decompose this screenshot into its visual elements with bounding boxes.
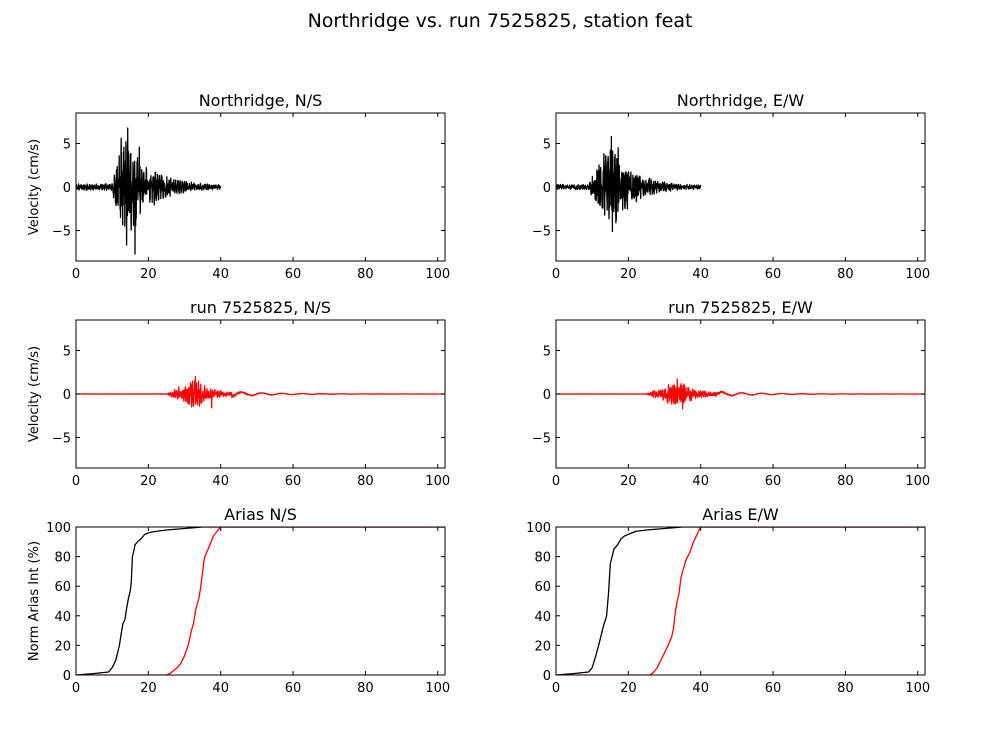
y-tick-label: 100 xyxy=(526,521,551,536)
series-line-1 xyxy=(556,135,702,233)
subplot-title: Arias E/W xyxy=(702,505,779,524)
series-line-1 xyxy=(556,527,925,675)
x-tick-label: 100 xyxy=(905,267,930,282)
x-tick-label: 20 xyxy=(620,267,637,282)
series-line-1 xyxy=(76,527,445,675)
x-tick-label: 100 xyxy=(905,474,930,489)
x-tick-label: 80 xyxy=(357,474,374,489)
x-tick-label: 80 xyxy=(837,474,854,489)
x-tick-label: 100 xyxy=(905,681,930,696)
y-tick-label: 80 xyxy=(534,551,551,566)
subplot-title: Arias N/S xyxy=(224,505,297,524)
y-tick-label: 40 xyxy=(54,610,71,625)
plot-area xyxy=(76,127,222,255)
y-tick-label: 60 xyxy=(54,580,71,595)
y-axis-label: Norm Arias Int (%) xyxy=(27,541,42,661)
y-tick-label: 5 xyxy=(63,137,71,152)
plot-area xyxy=(556,135,702,233)
y-axis-label: Velocity (cm/s) xyxy=(27,346,42,442)
y-tick-label: 0 xyxy=(543,669,551,684)
subplot-6: 0 20 40 60 80 100 0 20 40 60 80 100 Arias E/W xyxy=(526,505,930,696)
axes-frame xyxy=(75,526,446,676)
figure-title: Northridge vs. run 7525825, station feat xyxy=(307,10,693,32)
series-line-1 xyxy=(556,378,925,410)
x-tick-label: 60 xyxy=(765,267,782,282)
y-tick-label: 40 xyxy=(534,610,551,625)
x-tick-label: 0 xyxy=(552,681,560,696)
y-tick-label: 0 xyxy=(63,181,71,196)
y-tick-label: 5 xyxy=(63,344,71,359)
y-tick-label: 100 xyxy=(46,521,71,536)
x-tick-label: 40 xyxy=(692,681,709,696)
subplot-title: run 7525825, E/W xyxy=(668,298,813,317)
subplot-3: 0 20 40 60 80 100 −5 0 5 run 7525825, N/S Velocity… xyxy=(27,298,450,489)
x-tick-label: 20 xyxy=(620,474,637,489)
subplot-2: 0 20 40 60 80 100 −5 0 5 Northridge, E/W xyxy=(532,91,930,282)
plot-area xyxy=(556,527,925,675)
x-tick-label: 60 xyxy=(765,474,782,489)
x-tick-label: 20 xyxy=(620,681,637,696)
x-tick-label: 0 xyxy=(552,474,560,489)
x-tick-label: 40 xyxy=(692,474,709,489)
subplot-5: 0 20 40 60 80 100 0 20 40 60 80 100 Arias N/S Norm Ar… xyxy=(27,505,450,696)
x-tick-label: 60 xyxy=(765,681,782,696)
plot-area xyxy=(556,378,925,410)
subplot-title: Northridge, E/W xyxy=(677,91,805,110)
axes-frame xyxy=(555,526,926,676)
y-tick-label: −5 xyxy=(532,432,551,447)
y-tick-label: 0 xyxy=(63,388,71,403)
x-tick-label: 80 xyxy=(837,681,854,696)
x-tick-label: 0 xyxy=(72,681,80,696)
y-tick-label: −5 xyxy=(52,225,71,240)
x-tick-label: 0 xyxy=(72,474,80,489)
subplot-title: Northridge, N/S xyxy=(199,91,323,110)
y-tick-label: 80 xyxy=(54,551,71,566)
x-tick-label: 60 xyxy=(285,267,302,282)
x-tick-label: 0 xyxy=(72,267,80,282)
subplot-title: run 7525825, N/S xyxy=(190,298,331,317)
x-tick-label: 40 xyxy=(212,681,229,696)
x-tick-label: 40 xyxy=(212,474,229,489)
y-tick-label: 5 xyxy=(543,344,551,359)
x-tick-label: 80 xyxy=(837,267,854,282)
x-tick-label: 20 xyxy=(140,474,157,489)
x-tick-label: 40 xyxy=(212,267,229,282)
y-tick-label: 20 xyxy=(54,639,71,654)
x-tick-label: 100 xyxy=(425,267,450,282)
y-tick-label: −5 xyxy=(52,432,71,447)
x-tick-label: 80 xyxy=(357,267,374,282)
series-line-1 xyxy=(76,375,445,409)
y-tick-label: 0 xyxy=(543,388,551,403)
series-line-2 xyxy=(76,527,445,675)
x-tick-label: 60 xyxy=(285,474,302,489)
subplot-4: 0 20 40 60 80 100 −5 0 5 run 7525825, E/W xyxy=(532,298,930,489)
x-tick-label: 20 xyxy=(140,681,157,696)
x-tick-label: 100 xyxy=(425,474,450,489)
subplot-1: 0 20 40 60 80 100 −5 0 5 Northridge, N/S Velocity … xyxy=(27,91,450,282)
y-tick-label: 5 xyxy=(543,137,551,152)
x-tick-label: 0 xyxy=(552,267,560,282)
y-tick-label: 20 xyxy=(534,639,551,654)
series-line-2 xyxy=(556,527,925,675)
y-tick-label: −5 xyxy=(532,225,551,240)
y-axis-label: Velocity (cm/s) xyxy=(27,139,42,235)
plot-area xyxy=(76,527,445,675)
x-tick-label: 40 xyxy=(692,267,709,282)
x-tick-label: 60 xyxy=(285,681,302,696)
y-tick-label: 0 xyxy=(543,181,551,196)
y-tick-label: 60 xyxy=(534,580,551,595)
y-tick-label: 0 xyxy=(63,669,71,684)
x-tick-label: 100 xyxy=(425,681,450,696)
plot-area xyxy=(76,375,445,409)
series-line-1 xyxy=(76,127,222,255)
x-tick-label: 20 xyxy=(140,267,157,282)
x-tick-label: 80 xyxy=(357,681,374,696)
